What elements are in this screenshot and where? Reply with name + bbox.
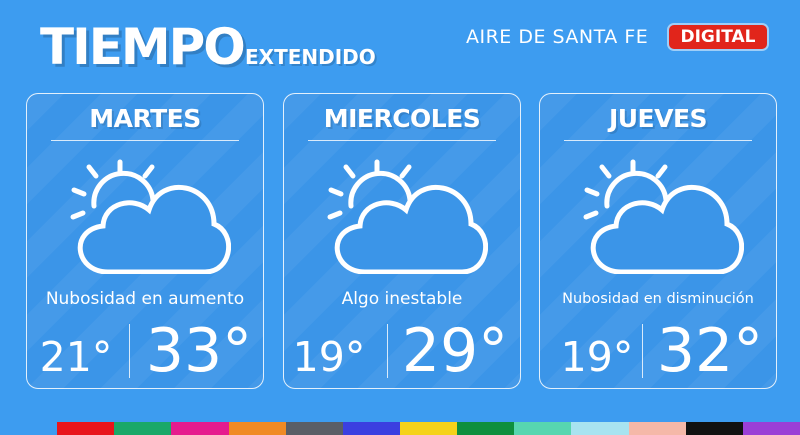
- page-subtitle: EXTENDIDO: [245, 45, 376, 69]
- forecast-card-wednesday: MIERCOLES Algo inestable 19° 29°: [283, 93, 521, 389]
- day-label: JUEVES: [608, 104, 708, 133]
- temp-divider: [387, 324, 388, 378]
- color-stripe: [57, 422, 115, 435]
- sun-behind-cloud-icon: [327, 159, 488, 274]
- temp-min: 19°: [560, 333, 634, 381]
- color-stripe-bar: [0, 422, 800, 435]
- color-stripe: [628, 422, 686, 435]
- sun-behind-cloud-icon: [70, 159, 231, 274]
- page-title: TIEMPO: [40, 18, 246, 76]
- color-stripe: [685, 422, 743, 435]
- day-label: MARTES: [89, 104, 201, 133]
- brand-name: AIRE DE SANTA FE: [466, 26, 649, 48]
- weather-description: Nubosidad en disminución: [562, 291, 754, 307]
- color-stripe: [171, 422, 229, 435]
- temp-min: 21°: [39, 333, 113, 381]
- temp-divider: [129, 324, 130, 378]
- color-stripe: [228, 422, 286, 435]
- day-label: MIERCOLES: [323, 104, 481, 133]
- color-stripe: [514, 422, 572, 435]
- color-stripe: [457, 422, 515, 435]
- color-stripe: [742, 422, 800, 435]
- color-stripe: [114, 422, 172, 435]
- temp-max: 33°: [145, 316, 253, 386]
- weather-description: Algo inestable: [341, 289, 463, 309]
- color-stripe: [571, 422, 629, 435]
- temp-max: 29°: [401, 316, 509, 386]
- temp-max: 32°: [656, 316, 764, 386]
- temp-divider: [642, 324, 643, 378]
- day-divider: [308, 140, 496, 141]
- weather-description: Nubosidad en aumento: [45, 289, 245, 309]
- color-stripe: [0, 422, 58, 435]
- color-stripe: [342, 422, 400, 435]
- temp-min: 19°: [292, 333, 366, 381]
- day-divider: [564, 140, 752, 141]
- color-stripe: [285, 422, 343, 435]
- color-stripe: [399, 422, 458, 435]
- forecast-card-thursday: JUEVES Nubosidad en disminución 19° 32°: [539, 93, 777, 389]
- day-divider: [51, 140, 239, 141]
- sun-behind-cloud-icon: [583, 159, 744, 274]
- brand-badge: DIGITAL: [669, 25, 767, 49]
- forecast-card-tuesday: MARTES Nubosidad en aumento 21° 33°: [26, 93, 264, 389]
